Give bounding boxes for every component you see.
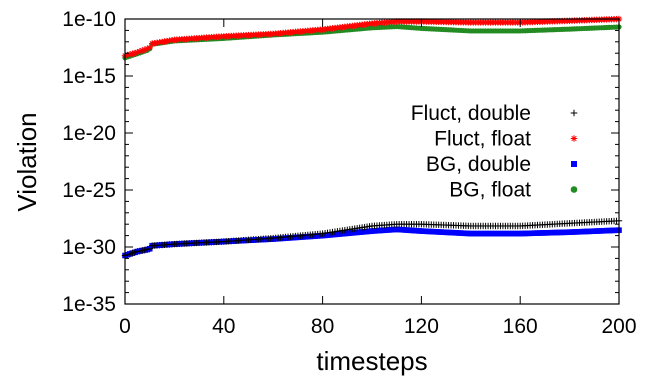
axes: 0 40 80 120 160 200 1e-35 1e-30 1e-25 1e-20 1e-15 1… [62, 8, 636, 338]
legend-marker [570, 135, 578, 142]
x-tick-label: 0 [119, 315, 131, 338]
legend-label: BG, double [426, 153, 531, 176]
legend-marker [571, 161, 577, 167]
x-axis-label: timesteps [316, 346, 427, 376]
y-axis-label: Violation [12, 112, 42, 211]
series-3 [122, 23, 622, 61]
series-1 [121, 15, 623, 59]
y-tick-label: 1e-35 [62, 293, 116, 316]
legend-label: Fluct, double [411, 102, 531, 125]
y-tick-label: 1e-10 [62, 8, 116, 31]
plot-frame [124, 18, 620, 305]
series-0 [121, 217, 623, 259]
y-tick-label: 1e-20 [62, 122, 116, 145]
x-tick-label: 40 [212, 315, 235, 338]
data-point [141, 46, 148, 53]
x-tick-label: 120 [404, 315, 439, 338]
data-point [146, 44, 153, 51]
legend-marker [570, 186, 578, 193]
legend-marker [570, 109, 578, 117]
y-tick-label: 1e-15 [62, 65, 116, 88]
x-tick-label: 200 [601, 315, 636, 338]
legend-label: BG, float [449, 179, 531, 202]
axes-frame [124, 18, 620, 305]
y-tick-label: 1e-30 [62, 236, 116, 259]
x-tick-label: 80 [311, 315, 334, 338]
data-marks [121, 15, 623, 259]
x-tick-label: 160 [503, 315, 538, 338]
y-tick-label: 1e-25 [62, 179, 116, 202]
legend-label: Fluct, float [434, 128, 531, 151]
